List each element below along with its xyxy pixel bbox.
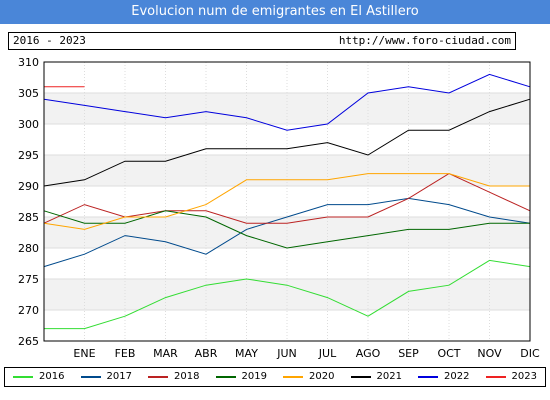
x-tick-label: AGO [356, 347, 381, 360]
series-line-2017 [43, 197, 531, 268]
legend-label: 2023 [511, 371, 537, 382]
x-tick-label: JUN [276, 347, 297, 360]
series-line-2022 [43, 73, 531, 131]
x-tick-label: OCT [437, 347, 460, 360]
x-tick-label: NOV [477, 347, 502, 360]
y-tick-label: 270 [18, 304, 39, 317]
chart-title: Evolucion num de emigrantes en El Astill… [0, 0, 550, 24]
plot-frame [43, 61, 531, 342]
y-tick-label: 300 [18, 118, 39, 131]
legend-swatch [148, 376, 168, 378]
legend: 2016 2017 2018 2019 2020 2021 2022 2023 [4, 367, 546, 387]
x-tick-label: MAY [235, 347, 258, 360]
series-line-2019 [43, 210, 530, 249]
x-tick-label: ENE [73, 347, 95, 360]
y-tick-label: 295 [18, 149, 39, 162]
legend-swatch [485, 376, 506, 378]
x-tick-label: ABR [195, 347, 218, 360]
legend-label: 2020 [309, 371, 335, 382]
info-bar: 2016 - 2023 http://www.foro-ciudad.com [8, 32, 516, 50]
x-tick-label: JUL [318, 347, 337, 360]
series-line-2016 [44, 259, 531, 330]
y-tick-label: 310 [18, 56, 39, 69]
y-tick-label: 285 [18, 211, 39, 224]
source-url: http://www.foro-ciudad.com [338, 34, 511, 47]
y-tick-label: 305 [18, 87, 39, 100]
x-axis-ticks: ENE FEB MAR ABR MAY JUN JUL AGO SEP OCT NOV DIC [73, 347, 540, 360]
x-tick-label: MAR [153, 347, 178, 360]
y-tick-label: 280 [18, 242, 39, 255]
legend-label: 2022 [444, 371, 470, 382]
legend-label: 2021 [376, 371, 402, 382]
x-tick-label: FEB [115, 347, 136, 360]
period-label: 2016 - 2023 [13, 34, 86, 47]
series-lines [43, 73, 531, 330]
y-axis-ticks: 265 270 275 280 285 290 295 300 305 310 [18, 56, 39, 348]
legend-swatch [283, 376, 303, 378]
legend-swatch [13, 376, 33, 378]
y-tick-label: 275 [18, 273, 39, 286]
y-tick-label: 265 [18, 335, 39, 348]
y-tick-label: 290 [18, 180, 39, 193]
series-line-2021 [43, 98, 531, 187]
legend-swatch [350, 376, 371, 378]
legend-label: 2019 [241, 371, 267, 382]
legend-swatch [418, 376, 438, 378]
legend-label: 2018 [174, 371, 200, 382]
x-tick-label: SEP [398, 347, 419, 360]
legend-label: 2017 [106, 371, 132, 382]
legend-label: 2016 [39, 371, 65, 382]
series-line-2020 [43, 173, 530, 230]
x-tick-label: DIC [520, 347, 540, 360]
legend-swatch [80, 376, 101, 378]
legend-swatch [215, 376, 236, 378]
